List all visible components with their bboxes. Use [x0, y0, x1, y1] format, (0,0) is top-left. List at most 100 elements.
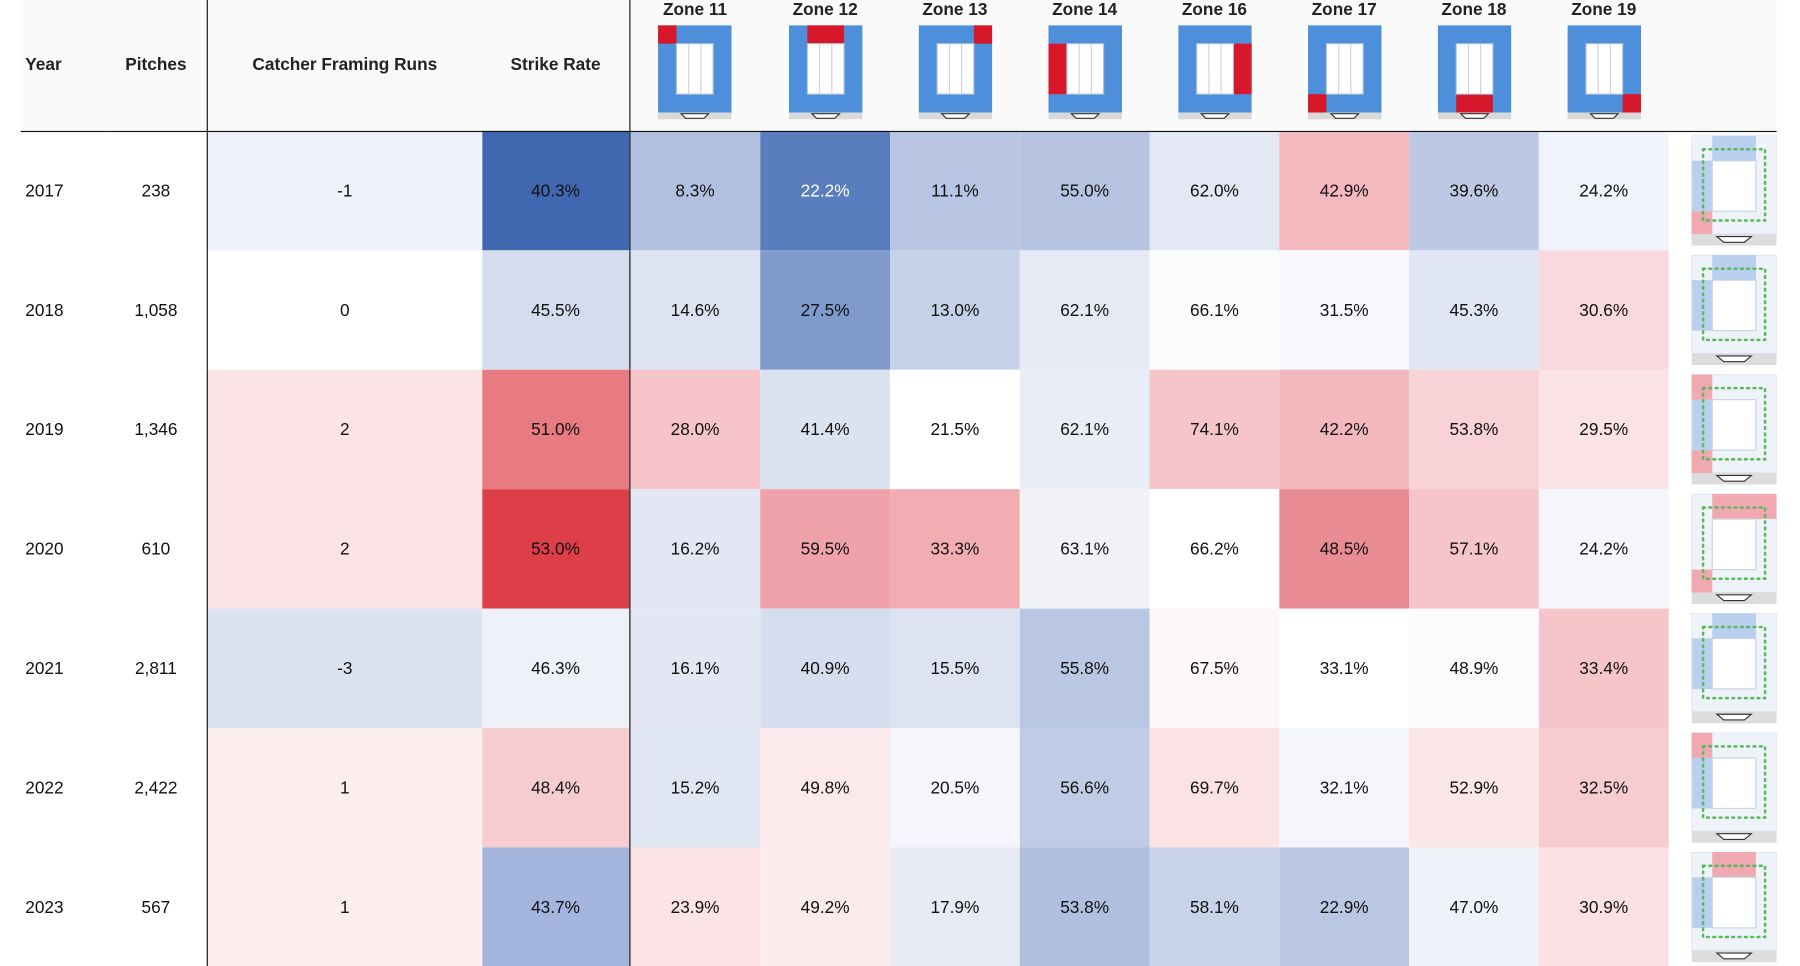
zone-label: Zone 11 [662, 0, 728, 20]
zone-highlight [1622, 94, 1641, 113]
table-row[interactable]: 2019 1,346 2 51.0% 28.0% 41.4% 21.5% 62.1% 74.1%… [21, 369, 1777, 490]
pitches-cell: 2,811 [134, 658, 177, 679]
zone-spark-cell [1669, 489, 1777, 608]
zone-cell: 27.5% [760, 250, 891, 370]
zone-cell: 40.9% [760, 608, 891, 729]
spark-dotted-zone [1701, 745, 1767, 819]
zone-spark-icon [1691, 493, 1777, 605]
col-header-zone-14[interactable]: Zone 14 [1019, 0, 1150, 132]
year-cell: 2018 [25, 300, 64, 320]
zone-cell: 14.6% [628, 250, 761, 370]
zone-cell: 49.2% [760, 847, 891, 966]
col-header-pitches[interactable]: Pitches [105, 0, 207, 132]
pitches-cell: 567 [141, 897, 171, 917]
col-header-zone-13[interactable]: Zone 13 [890, 0, 1020, 132]
zone-cell: 53.8% [1409, 369, 1539, 490]
home-plate [1069, 113, 1100, 119]
zone-cell: 24.2% [1538, 130, 1669, 251]
strike-zone [1455, 43, 1493, 95]
spark-strike-zone [1711, 399, 1757, 451]
zone-cell: 42.9% [1279, 130, 1410, 251]
col-header-zone-11[interactable]: Zone 11 [628, 0, 761, 132]
table-row[interactable]: 2022 2,422 1 48.4% 15.2% 49.8% 20.5% 56.6% 69.7%… [21, 728, 1777, 848]
spark-region-hot [1691, 569, 1713, 593]
table-row[interactable]: 2021 2,811 -3 46.3% 16.1% 40.9% 15.5% 55.8% 67.5… [21, 608, 1777, 729]
col-header-zone-19[interactable]: Zone 19 [1538, 0, 1669, 132]
framing-cell: 1 [206, 728, 483, 848]
year-cell: 2023 [25, 897, 64, 917]
zone-cell: 33.4% [1538, 608, 1669, 729]
col-header-zone-18[interactable]: Zone 18 [1409, 0, 1539, 132]
zone-cell: 57.1% [1409, 489, 1539, 609]
col-header-strike-rate[interactable]: Strike Rate [482, 0, 630, 132]
zone-label: Zone 16 [1181, 0, 1247, 20]
zone-icon [658, 25, 732, 120]
table-row[interactable]: 2018 1,058 0 45.5% 14.6% 27.5% 13.0% 62.1% 66.1%… [21, 250, 1777, 370]
year-cell: 2020 [25, 539, 64, 559]
spark-home-plate [1715, 474, 1753, 482]
zone-cell: 8.3% [628, 130, 761, 251]
zone-cell: 11.1% [890, 130, 1020, 251]
spark-home-plate [1715, 952, 1753, 960]
zone-cell: 53.8% [1019, 847, 1150, 966]
pitches-cell: 1,058 [134, 300, 178, 320]
zone-cell: 47.0% [1409, 847, 1539, 966]
zone-spark-icon [1691, 374, 1777, 485]
col-header-zone-16[interactable]: Zone 16 [1149, 0, 1280, 132]
zone-label: Zone 18 [1441, 0, 1507, 20]
spark-dotted-zone [1701, 148, 1767, 223]
framing-cell: 1 [206, 847, 483, 966]
zone-cell: 55.0% [1019, 130, 1150, 251]
strike-zone [1195, 43, 1234, 95]
zone-cell: 42.2% [1279, 369, 1410, 490]
col-header-year[interactable]: Year [20, 0, 106, 132]
zone-cell: 62.1% [1019, 369, 1150, 490]
home-plate [1458, 113, 1490, 119]
spark-dotted-zone [1701, 267, 1767, 342]
zone-spark-cell [1669, 370, 1777, 489]
zone-cell: 22.2% [760, 130, 891, 251]
zone-spark-icon [1691, 254, 1777, 366]
zone-spark-cell [1669, 250, 1777, 369]
spark-home-plate [1715, 355, 1753, 363]
zone-highlight [1047, 43, 1067, 95]
zone-cell: 62.1% [1019, 250, 1150, 370]
spark-strike-zone [1711, 637, 1757, 690]
spark-strike-zone [1711, 160, 1757, 213]
zone-cell: 30.9% [1538, 847, 1669, 966]
strike-rate-cell: 43.7% [482, 847, 630, 966]
table-row[interactable]: 2023 567 1 43.7% 23.9% 49.2% 17.9% 53.8% 58.1% 22… [21, 847, 1777, 966]
strike-zone [1584, 43, 1623, 95]
home-plate [1588, 113, 1619, 119]
col-header-framing[interactable]: Catcher Framing Runs [206, 0, 483, 132]
zone-spark-icon [1691, 732, 1777, 843]
zone-highlight [1307, 94, 1326, 113]
zone-highlight [1455, 94, 1493, 113]
zone-cell: 63.1% [1019, 489, 1150, 609]
spark-home-plate [1715, 833, 1753, 840]
spark-region-cold [1691, 638, 1713, 689]
zone-cell: 52.9% [1409, 728, 1539, 848]
col-header-zone-17[interactable]: Zone 17 [1279, 0, 1410, 132]
col-header-zone-12[interactable]: Zone 12 [760, 0, 891, 132]
zone-cell: 48.9% [1409, 608, 1539, 729]
home-plate [809, 113, 841, 119]
zone-spark-icon [1691, 135, 1777, 247]
framing-cell: 2 [206, 489, 483, 609]
zone-spark-icon [1691, 613, 1777, 724]
zone-cell: 16.2% [628, 489, 761, 609]
zone-icon [1437, 25, 1511, 120]
zone-spark-icon [1691, 852, 1777, 963]
zone-cell: 15.2% [628, 728, 761, 848]
spark-region-hot [1691, 211, 1713, 235]
table-row[interactable]: 2020 610 2 53.0% 16.2% 59.5% 33.3% 63.1% 66.2% 48… [21, 489, 1777, 609]
zone-spark-cell [1669, 609, 1777, 728]
strike-rate-cell: 53.0% [482, 489, 630, 609]
framing-cell: -1 [206, 130, 483, 251]
strike-zone [1065, 43, 1104, 95]
zone-icon [1047, 25, 1122, 120]
home-plate [939, 113, 971, 119]
table-row[interactable]: 2017 238 -1 40.3% 8.3% 22.2% 11.1% 55.0% 62.0% 42… [21, 130, 1777, 251]
framing-table: Year Pitches Catcher Framing Runs Strike… [20, 0, 1777, 966]
